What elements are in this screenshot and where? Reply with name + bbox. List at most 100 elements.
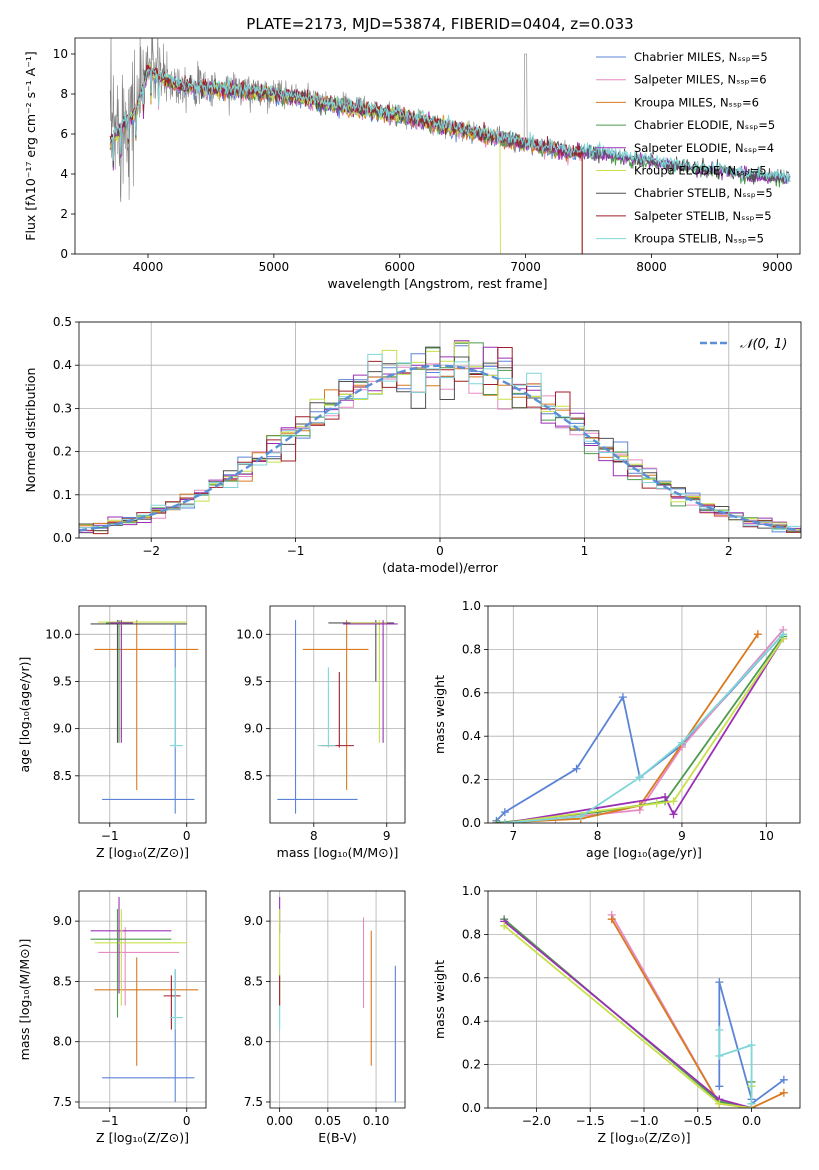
y-tick-label: 8.0 [244, 1035, 263, 1049]
weight-marker [753, 630, 762, 639]
axes-frame [269, 890, 406, 1109]
legend-label: Chabrier STELIB, Nₛₛₚ=5 [634, 186, 773, 200]
y-tick-label: 0.4 [462, 729, 481, 743]
legend-label: 𝒩(0, 1) [740, 337, 787, 352]
weight-line-5 [504, 637, 784, 823]
plot-area [500, 910, 788, 1108]
weight-marker [500, 808, 509, 817]
axes-frame [74, 37, 801, 255]
y-tick-label: 9.0 [53, 914, 72, 928]
model-spectrum-8 [109, 67, 791, 185]
weight-marker [715, 1051, 724, 1060]
y-tick-label: 6 [60, 127, 68, 141]
x-tick-label: 0.0 [742, 1114, 761, 1128]
plot-area [90, 897, 199, 1102]
y-tick-label: 2 [60, 207, 68, 221]
weight-marker [779, 1075, 788, 1084]
x-tick-label: 0 [436, 544, 444, 558]
x-tick-label: 4000 [133, 260, 164, 274]
axes-frame [487, 890, 801, 1109]
x-tick-label: −1 [287, 544, 305, 558]
legend-label: Salpeter MILES, Nₛₛₚ=6 [634, 73, 767, 87]
x-tick-label: 0.05 [314, 1114, 341, 1128]
x-tick-label: 7 [509, 829, 517, 843]
x-tick-label: −1.0 [629, 1114, 658, 1128]
axes-frame [78, 890, 207, 1109]
y-tick-label: 0.2 [462, 773, 481, 787]
figure-title: PLATE=2173, MJD=53874, FIBERID=0404, z=0… [246, 15, 633, 33]
y-tick-label: 10 [53, 47, 68, 61]
x-tick-label: −2.0 [522, 1114, 551, 1128]
weight-marker [500, 819, 509, 823]
weight-line-3 [496, 635, 784, 823]
x-axis-label: age [log₁₀(age/yr)] [586, 845, 702, 860]
y-tick-label: 0.0 [53, 531, 72, 545]
x-tick-label: 5000 [259, 260, 290, 274]
x-tick-label: 9000 [762, 260, 793, 274]
y-tick-label: 8.5 [53, 769, 72, 783]
y-tick-label: 0.6 [462, 971, 481, 985]
weight-marker [607, 915, 616, 924]
y-tick-label: 0.1 [53, 488, 72, 502]
x-tick-label: 0.00 [266, 1114, 293, 1128]
x-tick-label: 0.10 [363, 1114, 390, 1128]
axes-frame [487, 605, 801, 824]
legend-label: Salpeter ELODIE, Nₛₛₚ=4 [634, 141, 774, 155]
massweight-vs-metallicity-panel: −2.0 −1.5 −1.0 −0.5 0.0 0.0 0.2 0.4 0.6 0.8 1.0 Z [… [432, 884, 801, 1145]
x-tick-label: 0 [183, 1114, 191, 1128]
weight-marker [715, 1082, 724, 1091]
x-tick-label: 9 [383, 829, 391, 843]
y-axis-label: mass [log₁₀(M/M⊙)] [17, 939, 32, 1061]
y-axis-label: age [log₁₀(age/yr)] [17, 657, 32, 773]
y-tick-label: 0.3 [53, 401, 72, 415]
plot-area [492, 625, 788, 823]
x-tick-label: 8000 [636, 260, 667, 274]
y-tick-label: 0 [60, 247, 68, 261]
y-tick-label: 9.0 [244, 914, 263, 928]
weight-marker [779, 630, 788, 639]
plot-area [277, 620, 398, 814]
legend-label: Salpeter STELIB, Nₛₛₚ=5 [634, 209, 772, 223]
age-vs-mass-panel: 8 9 8.5 9.0 9.5 10.0 mass [log₁₀(M/M⊙)] [236, 605, 406, 860]
y-tick-label: 9.0 [244, 722, 263, 736]
x-axis-label: mass [log₁₀(M/M⊙)] [277, 845, 399, 860]
x-tick-label: 7000 [510, 260, 541, 274]
plot-area [109, 38, 791, 254]
y-tick-label: 10.0 [236, 627, 263, 641]
x-tick-label: −1.5 [576, 1114, 605, 1128]
legend-label: Kroupa ELODIE, Nₛₛₚ=5 [634, 164, 767, 178]
y-tick-label: 0.0 [462, 816, 481, 830]
y-tick-label: 0.4 [462, 1014, 481, 1028]
y-tick-label: 1.0 [462, 884, 481, 898]
x-tick-label: 9 [678, 829, 686, 843]
spectrum-panel: 4000 5000 6000 7000 8000 9000 0 2 4 6 8 10 wavelengt… [23, 37, 801, 291]
y-tick-label: 9.0 [53, 722, 72, 736]
y-tick-label: 0.0 [462, 1101, 481, 1115]
y-tick-label: 8.0 [53, 1035, 72, 1049]
weight-marker [500, 921, 509, 930]
x-axis-label: E(B-V) [318, 1130, 357, 1145]
y-axis-label: mass weight [432, 675, 447, 754]
weight-line-8 [718, 1029, 753, 1104]
weight-marker [669, 797, 678, 806]
massweight-vs-age-panel: 7 8 9 10 0.0 0.2 0.4 0.6 0.8 1.0 age [log₁₀(age/yr… [432, 599, 801, 860]
y-axis-label: Flux [fλ10⁻¹⁷ erg cm⁻² s⁻¹ A⁻¹] [23, 51, 38, 240]
weight-line-4 [503, 920, 752, 1108]
grid [270, 606, 405, 823]
y-axis-label: Normed distribution [23, 368, 38, 493]
y-tick-label: 8.5 [53, 974, 72, 988]
y-tick-label: 1.0 [462, 599, 481, 613]
y-tick-label: 9.5 [53, 674, 72, 688]
x-axis-label: Z [log₁₀(Z/Z⊙)] [96, 1130, 189, 1145]
weight-line-0 [495, 633, 784, 822]
y-tick-label: 0.8 [462, 642, 481, 656]
x-tick-label: −1 [101, 1114, 119, 1128]
weight-marker [715, 1099, 724, 1108]
axes-frame [78, 605, 207, 824]
weight-line-4 [504, 638, 784, 823]
legend-label: Kroupa MILES, Nₛₛₚ=6 [634, 95, 759, 109]
weight-marker [747, 1099, 756, 1108]
weight-marker [779, 1088, 788, 1097]
y-tick-label: 0.8 [462, 927, 481, 941]
